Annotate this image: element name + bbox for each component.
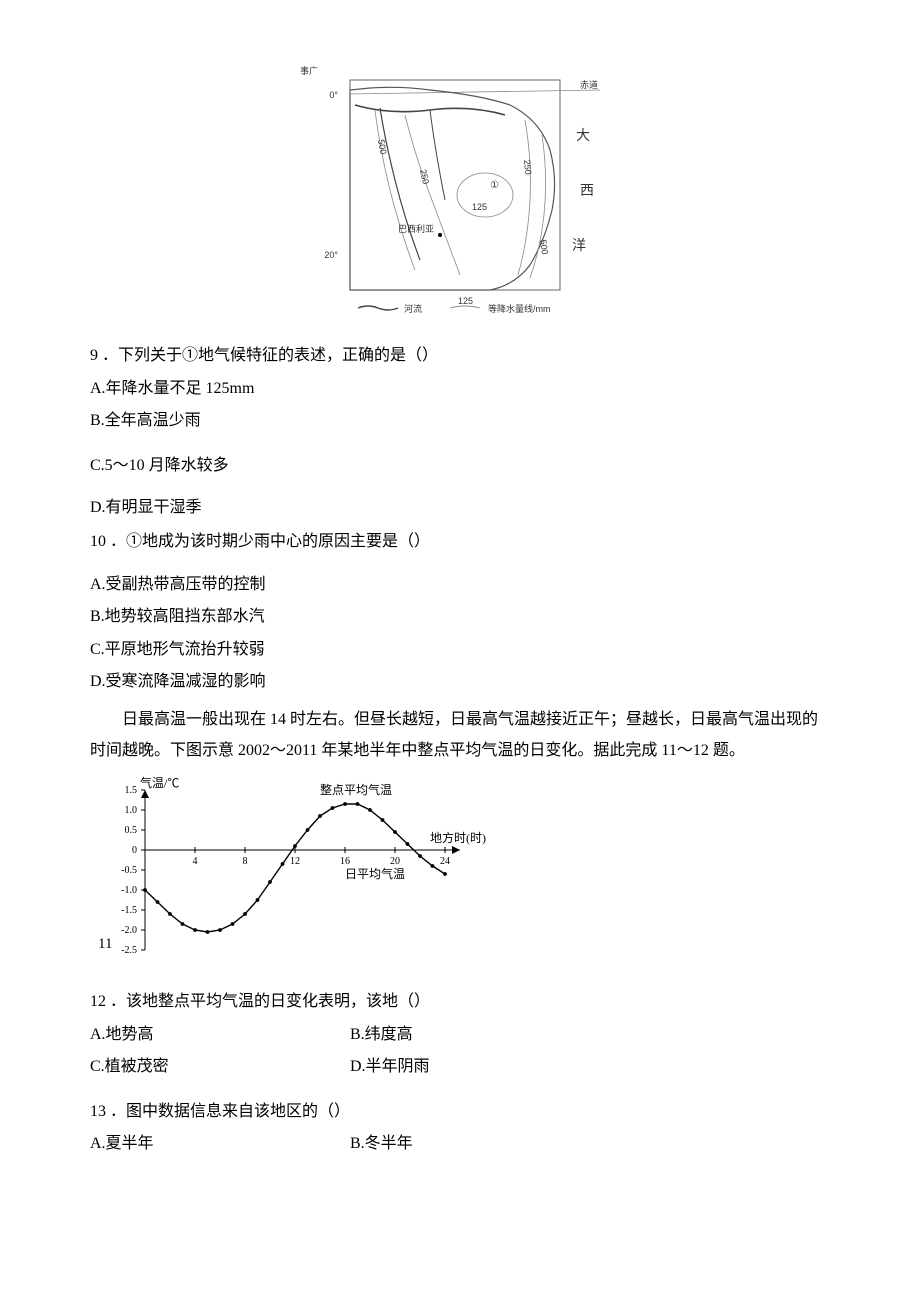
q10-stem: 10 ．①地成为该时期少雨中心的原因主要是（） (90, 527, 830, 557)
q9-opt-a: A.年降水量不足 125mm (90, 374, 830, 404)
q12-stem: 12 ．该地整点平均气温的日变化表明，该地（） (90, 987, 830, 1017)
equator-label: 赤道 (580, 79, 598, 90)
iso-label-250w: 250 (418, 168, 431, 185)
q10-opt-d: D.受寒流降温减湿的影响 (90, 667, 830, 697)
iso-label-500w: 500 (376, 139, 388, 156)
temp-point (193, 928, 197, 932)
q12-opt-c: C.植被茂密 (90, 1052, 350, 1082)
q10-opt-a: A.受副热带高压带的控制 (90, 570, 830, 600)
q9-opt-c: C.5～10 月降水较多 (90, 451, 830, 481)
temp-point (393, 830, 397, 834)
temp-point (293, 844, 297, 848)
q9-stem: 9 ．下列关于①地气候特征的表述，正确的是（） (90, 341, 830, 371)
legend-iso-sample: 125 (458, 296, 473, 306)
y-tick: 1.5 (125, 785, 138, 796)
iso-label-500e: 500 (538, 239, 550, 255)
river-trib-2 (430, 110, 445, 200)
temp-point (381, 818, 385, 822)
legend-river: 河流 (404, 303, 422, 314)
q11-lead: 11 (98, 936, 112, 952)
temp-point (306, 828, 310, 832)
temp-point (406, 842, 410, 846)
chart-svg: 1.5 1.0 0.5 0 -0.5 -1.0 -1.5 -2.0 -2.5 4 8 12 16 20 24… (90, 772, 490, 972)
temp-point (218, 928, 222, 932)
map-frame (350, 80, 560, 290)
q13-opt-b: B.冬半年 (350, 1129, 610, 1159)
y-tick: 0.5 (125, 825, 138, 836)
q12-opt-a: A.地势高 (90, 1020, 350, 1050)
y-tick: -1.5 (121, 905, 137, 916)
lat-20: 20° (324, 250, 338, 260)
legend-iso-icon (450, 306, 480, 308)
city-label: 巴西利亚 (398, 223, 434, 234)
temp-point (431, 864, 435, 868)
map-svg: 事广 0° 20° 赤道 500 250 125 250 500 巴西利亚 ① … (280, 60, 640, 320)
legend-avg: 日平均气温 (345, 866, 405, 881)
q10-opt-c: C.平原地形气流抬升较弱 (90, 635, 830, 665)
iso-label-125: 125 (472, 202, 487, 212)
q12-opt-b: B.纬度高 (350, 1020, 610, 1050)
ocean-xi: 西 (580, 184, 594, 199)
iso-250-w (405, 115, 460, 275)
x-tick: 4 (193, 856, 198, 867)
q12-opt-d: D.半年阴雨 (350, 1052, 610, 1082)
temp-point (143, 888, 147, 892)
temp-point (168, 912, 172, 916)
temp-point (418, 854, 422, 858)
temp-point (281, 862, 285, 866)
iso-250-e (518, 120, 530, 275)
q13-stem: 13 ．图中数据信息来自该地区的（） (90, 1097, 830, 1127)
temp-point (156, 900, 160, 904)
city-dot (438, 233, 442, 237)
passage-11-12: 日最高温一般出现在 14 时左右。但昼长越短，日最高气温越接近正午；昼越长，日最… (90, 705, 830, 766)
temp-point (343, 802, 347, 806)
q10-opt-b: B.地势较高阻挡东部水汽 (90, 602, 830, 632)
temp-point (181, 922, 185, 926)
x-label: 地方时(时) (430, 830, 486, 845)
ocean-yang: 洋 (572, 238, 586, 254)
lat-0: 0° (329, 90, 338, 100)
temp-point (368, 808, 372, 812)
x-tick: 20 (390, 856, 400, 867)
temp-point (243, 912, 247, 916)
coastline (350, 87, 555, 290)
x-tick: 8 (243, 856, 248, 867)
temp-point (318, 814, 322, 818)
legend-river-icon (358, 306, 398, 310)
x-tick: 12 (290, 856, 300, 867)
brazil-map-figure: 事广 0° 20° 赤道 500 250 125 250 500 巴西利亚 ① … (90, 60, 830, 331)
temp-point (356, 802, 360, 806)
temperature-chart-figure: 1.5 1.0 0.5 0 -0.5 -1.0 -1.5 -2.0 -2.5 4 8 12 16 20 24… (90, 772, 830, 983)
y-tick: -1.0 (121, 885, 137, 896)
y-tick: -2.0 (121, 925, 137, 936)
iso-500-e (530, 135, 546, 278)
marker-1: ① (490, 180, 499, 191)
q9-opt-b: B.全年高温少雨 (90, 406, 830, 436)
y-tick: 1.0 (125, 805, 138, 816)
map-top-label: 事广 (300, 65, 318, 76)
temp-point (206, 930, 210, 934)
iso-500-w (375, 110, 415, 270)
temp-point (231, 922, 235, 926)
temp-point (256, 898, 260, 902)
legend-curve: 整点平均气温 (320, 782, 392, 797)
x-arrow (452, 846, 460, 854)
ocean-da: 大 (576, 128, 590, 144)
legend-iso: 等降水量线/mm (488, 303, 551, 314)
river-trib-1 (380, 108, 420, 260)
y-label: 气温/℃ (140, 775, 179, 790)
y-tick: 0 (132, 845, 137, 856)
y-arrow (141, 790, 149, 798)
equator-line (350, 90, 600, 94)
temp-point (443, 872, 447, 876)
x-tick: 16 (340, 856, 350, 867)
temp-point (268, 880, 272, 884)
y-tick: -2.5 (121, 945, 137, 956)
iso-label-250e: 250 (522, 159, 533, 175)
y-tick: -0.5 (121, 865, 137, 876)
q9-opt-d: D.有明显干湿季 (90, 493, 830, 523)
temp-point (331, 806, 335, 810)
q13-opt-a: A.夏半年 (90, 1129, 350, 1159)
x-tick: 24 (440, 856, 450, 867)
